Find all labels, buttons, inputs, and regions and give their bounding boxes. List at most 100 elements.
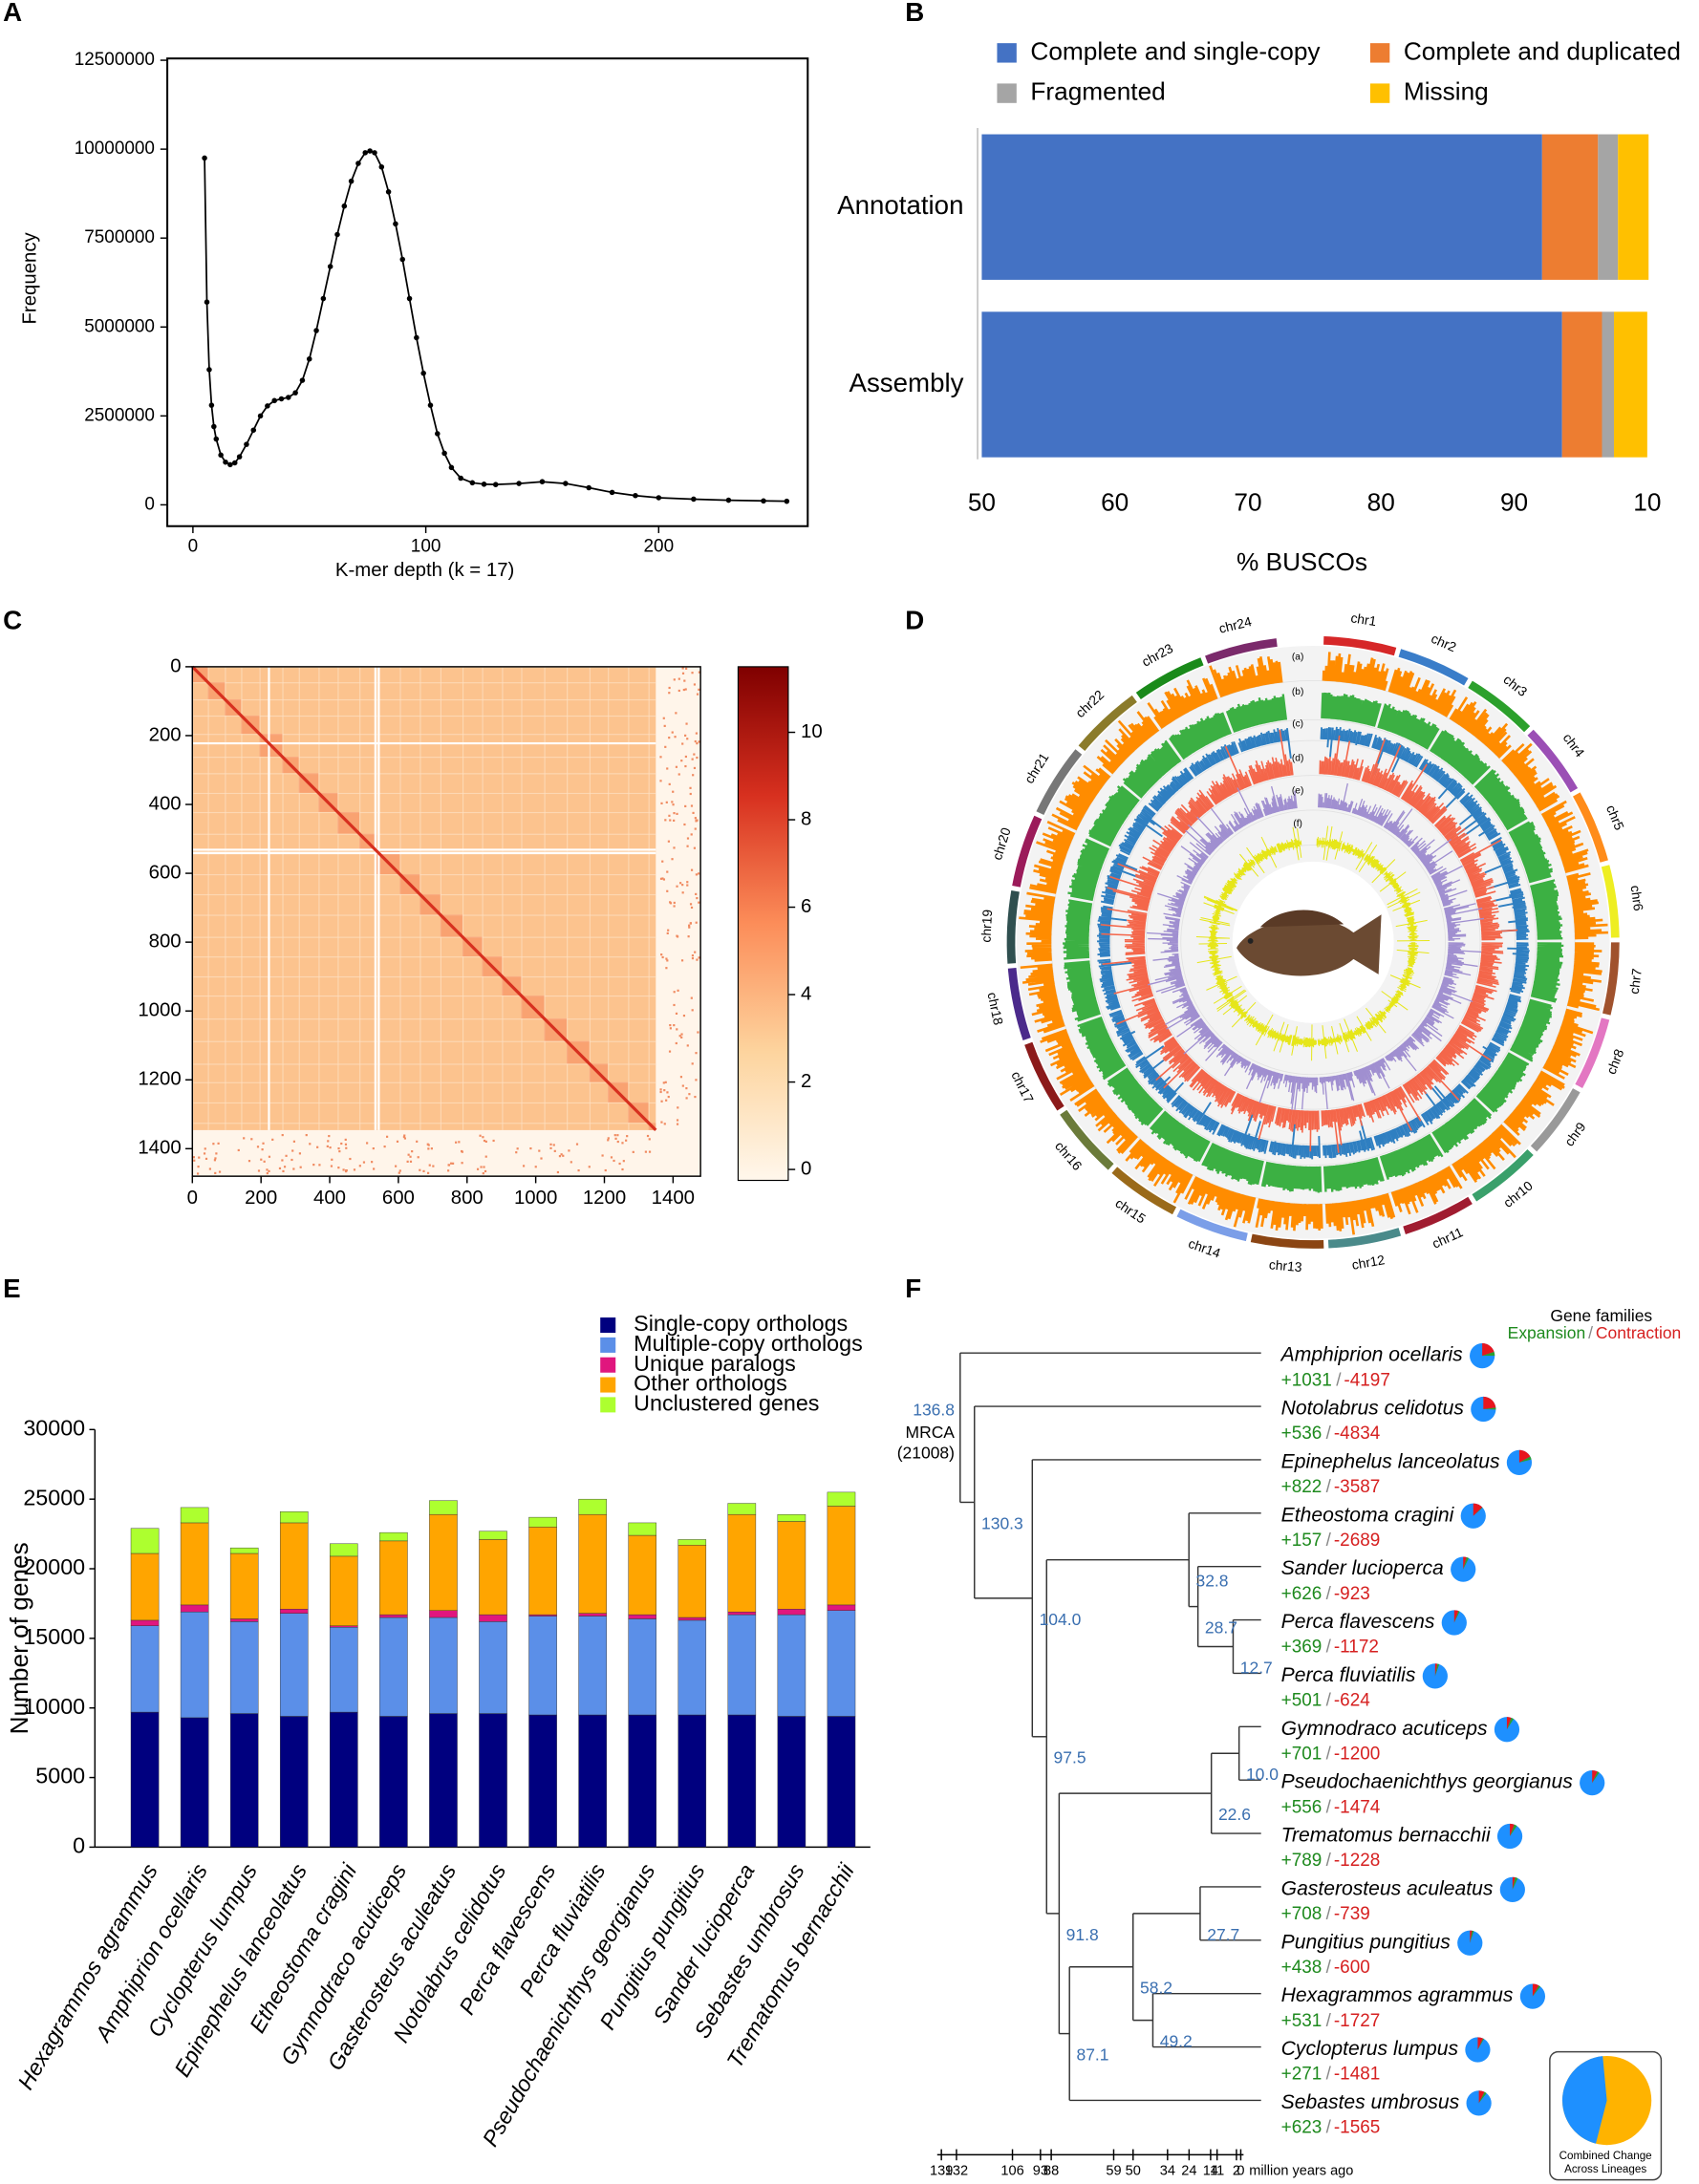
sparse-dot: [694, 827, 697, 830]
chromosome-arc: [1007, 968, 1031, 1040]
bar-segment: [279, 1511, 309, 1524]
chromosome-arc: [1472, 1148, 1534, 1202]
sparse-dot: [666, 767, 669, 770]
kmer-point: [313, 328, 319, 333]
track-histogram: [1019, 891, 1056, 962]
x-tick-label: 60: [1101, 487, 1129, 516]
sparse-dot: [677, 1106, 679, 1109]
sparse-dot: [688, 1093, 691, 1096]
track-histogram: [1245, 1062, 1284, 1103]
heatmap-frame: [191, 666, 701, 1177]
track-histogram: [1402, 1059, 1460, 1103]
sparse-dot: [695, 819, 698, 822]
sparse-dot: [432, 1165, 435, 1167]
y-tick-label: 15000: [23, 1624, 85, 1649]
kmer-point: [586, 484, 591, 491]
pie-expansion: [1510, 1824, 1517, 1836]
contraction-count: -600: [1334, 1958, 1370, 1978]
gap-stripe: [268, 666, 270, 1130]
track-label: (b): [1292, 687, 1303, 697]
sparse-dot: [676, 812, 678, 816]
sparse-dot: [482, 1136, 484, 1139]
sparse-dot: [461, 1150, 463, 1153]
chromosome-arc: [1135, 657, 1204, 700]
sparse-dot: [299, 1166, 302, 1168]
sparse-dot: [689, 786, 692, 789]
family-counts: +369/-1172: [1281, 1638, 1379, 1658]
sparse-dot: [549, 1146, 552, 1149]
sparse-dot: [665, 1099, 668, 1102]
kmer-point: [372, 150, 377, 156]
pie-expansion: [1518, 1456, 1532, 1463]
stripe: [648, 666, 650, 1130]
sparse-dot: [260, 1158, 263, 1161]
sparse-dot: [691, 1009, 694, 1012]
kmer-point: [202, 155, 207, 161]
plot-frame: [166, 57, 809, 527]
sparse-dot: [316, 1146, 319, 1148]
circos-ring: [1110, 739, 1516, 1146]
stripe: [192, 914, 656, 916]
chromosome-arc: [1024, 1041, 1065, 1111]
track-histogram: [1169, 712, 1233, 760]
stripe: [192, 850, 656, 853]
bar-segment: [777, 1609, 806, 1616]
sparse-dot: [666, 1091, 669, 1094]
bar-segment: [827, 1610, 856, 1717]
y-axis-label: Frequency: [20, 231, 41, 324]
track-histogram: [1321, 692, 1382, 727]
sparse-dot: [692, 774, 695, 777]
family-counts: +438/-600: [1281, 1958, 1370, 1978]
track-histogram: [1274, 1106, 1320, 1152]
bar-segment: [429, 1610, 458, 1618]
pie-expansion: [1478, 2091, 1487, 2104]
y-tick-label: 12500000: [75, 50, 155, 70]
kmer-point: [420, 370, 426, 376]
stripe: [192, 734, 656, 736]
sparse-dot: [198, 1156, 201, 1159]
track-histogram: [1185, 807, 1235, 856]
stripe: [192, 682, 656, 684]
family-counts: +531/-1727: [1281, 2011, 1381, 2031]
family-counts: +626/-923: [1281, 1584, 1370, 1604]
chromosome-label: chr12: [1350, 1252, 1386, 1273]
kmer-point: [609, 489, 615, 496]
chromosome-arc: [1601, 865, 1620, 938]
pie-expansion: [1512, 1877, 1518, 1890]
circos-ring: [1180, 809, 1447, 1076]
species-name: Notolabrus celidotus: [1281, 1398, 1465, 1420]
sparse-dot: [398, 1171, 400, 1174]
track-histogram: [1097, 958, 1133, 1011]
species-name: Pseudochaenichthys georgianus: [1281, 1771, 1574, 1793]
sparse-dot: [680, 1036, 683, 1038]
sparse-dot: [403, 1134, 406, 1137]
sparse-dot: [292, 1167, 295, 1170]
bar-segment: [628, 1714, 656, 1848]
sparse-dot: [676, 1123, 679, 1125]
expansion-count: +501: [1281, 1691, 1323, 1711]
bar-segment: [130, 1619, 160, 1626]
sparse-dot: [680, 760, 683, 762]
panel-letter: B: [905, 0, 924, 27]
node-age: 28.7: [1205, 1618, 1237, 1638]
track-histogram: [1443, 903, 1485, 941]
track-histogram: [1379, 1133, 1444, 1180]
pie-contraction: [1512, 1876, 1516, 1890]
sparse-dot: [263, 1160, 266, 1163]
pie-contraction: [1434, 1663, 1438, 1677]
track-histogram: [1118, 804, 1170, 856]
track-histogram: [1260, 1161, 1323, 1193]
bar-segment: [130, 1711, 160, 1848]
kmer-point: [250, 427, 257, 433]
sparse-dot: [689, 903, 693, 906]
time-tick-label: 88: [1043, 2164, 1059, 2179]
sparse-dot: [680, 959, 684, 962]
sparse-dot: [667, 840, 670, 843]
sparse-dot: [661, 877, 664, 880]
chromosome-arc: [1530, 1088, 1581, 1152]
sparse-dot: [673, 812, 676, 815]
sparse-dot: [215, 1152, 218, 1155]
bar-segment: [429, 1513, 458, 1611]
sparse-dot: [673, 846, 676, 849]
sparse-dot: [575, 1143, 579, 1146]
